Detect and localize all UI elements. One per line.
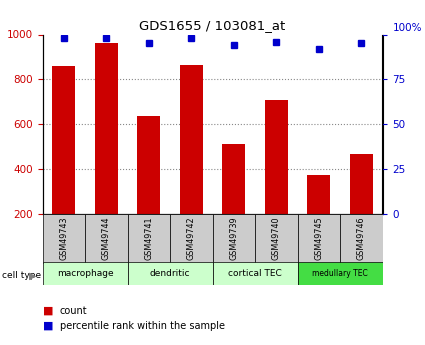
Bar (255, 214, 298, 264)
Text: GSM49744: GSM49744 (102, 216, 111, 260)
Text: percentile rank within the sample: percentile rank within the sample (60, 321, 224, 331)
Text: 100%: 100% (393, 23, 422, 33)
Text: GSM49740: GSM49740 (272, 216, 281, 260)
Text: GSM49739: GSM49739 (229, 216, 238, 260)
Bar (137, 116, 160, 214)
Text: GSM49745: GSM49745 (314, 216, 323, 260)
Text: medullary TEC: medullary TEC (312, 269, 368, 278)
Bar (222, 144, 245, 214)
Text: GSM49741: GSM49741 (144, 216, 153, 260)
Bar (179, 65, 203, 214)
Text: cell type: cell type (2, 271, 41, 280)
Bar (128, 262, 212, 285)
Title: GDS1655 / 103081_at: GDS1655 / 103081_at (139, 19, 286, 32)
Bar (340, 214, 382, 264)
Bar (94, 43, 118, 214)
Bar (307, 175, 330, 214)
Text: count: count (60, 306, 87, 315)
Bar (42, 262, 128, 285)
Bar (264, 99, 288, 214)
Text: ■: ■ (42, 306, 53, 315)
Bar (85, 214, 128, 264)
Text: GSM49746: GSM49746 (357, 216, 366, 260)
Text: cortical TEC: cortical TEC (228, 269, 282, 278)
Bar (170, 214, 212, 264)
Bar (52, 66, 76, 214)
Bar (212, 262, 298, 285)
Bar (128, 214, 170, 264)
Bar (349, 155, 373, 214)
Text: GSM49743: GSM49743 (59, 216, 68, 260)
Text: dendritic: dendritic (150, 269, 190, 278)
Bar (42, 214, 85, 264)
Text: macrophage: macrophage (57, 269, 113, 278)
Bar (298, 262, 382, 285)
Bar (298, 214, 340, 264)
Text: ■: ■ (42, 321, 53, 331)
Text: GSM49742: GSM49742 (187, 216, 196, 260)
Text: ▶: ▶ (29, 270, 37, 280)
Bar (212, 214, 255, 264)
